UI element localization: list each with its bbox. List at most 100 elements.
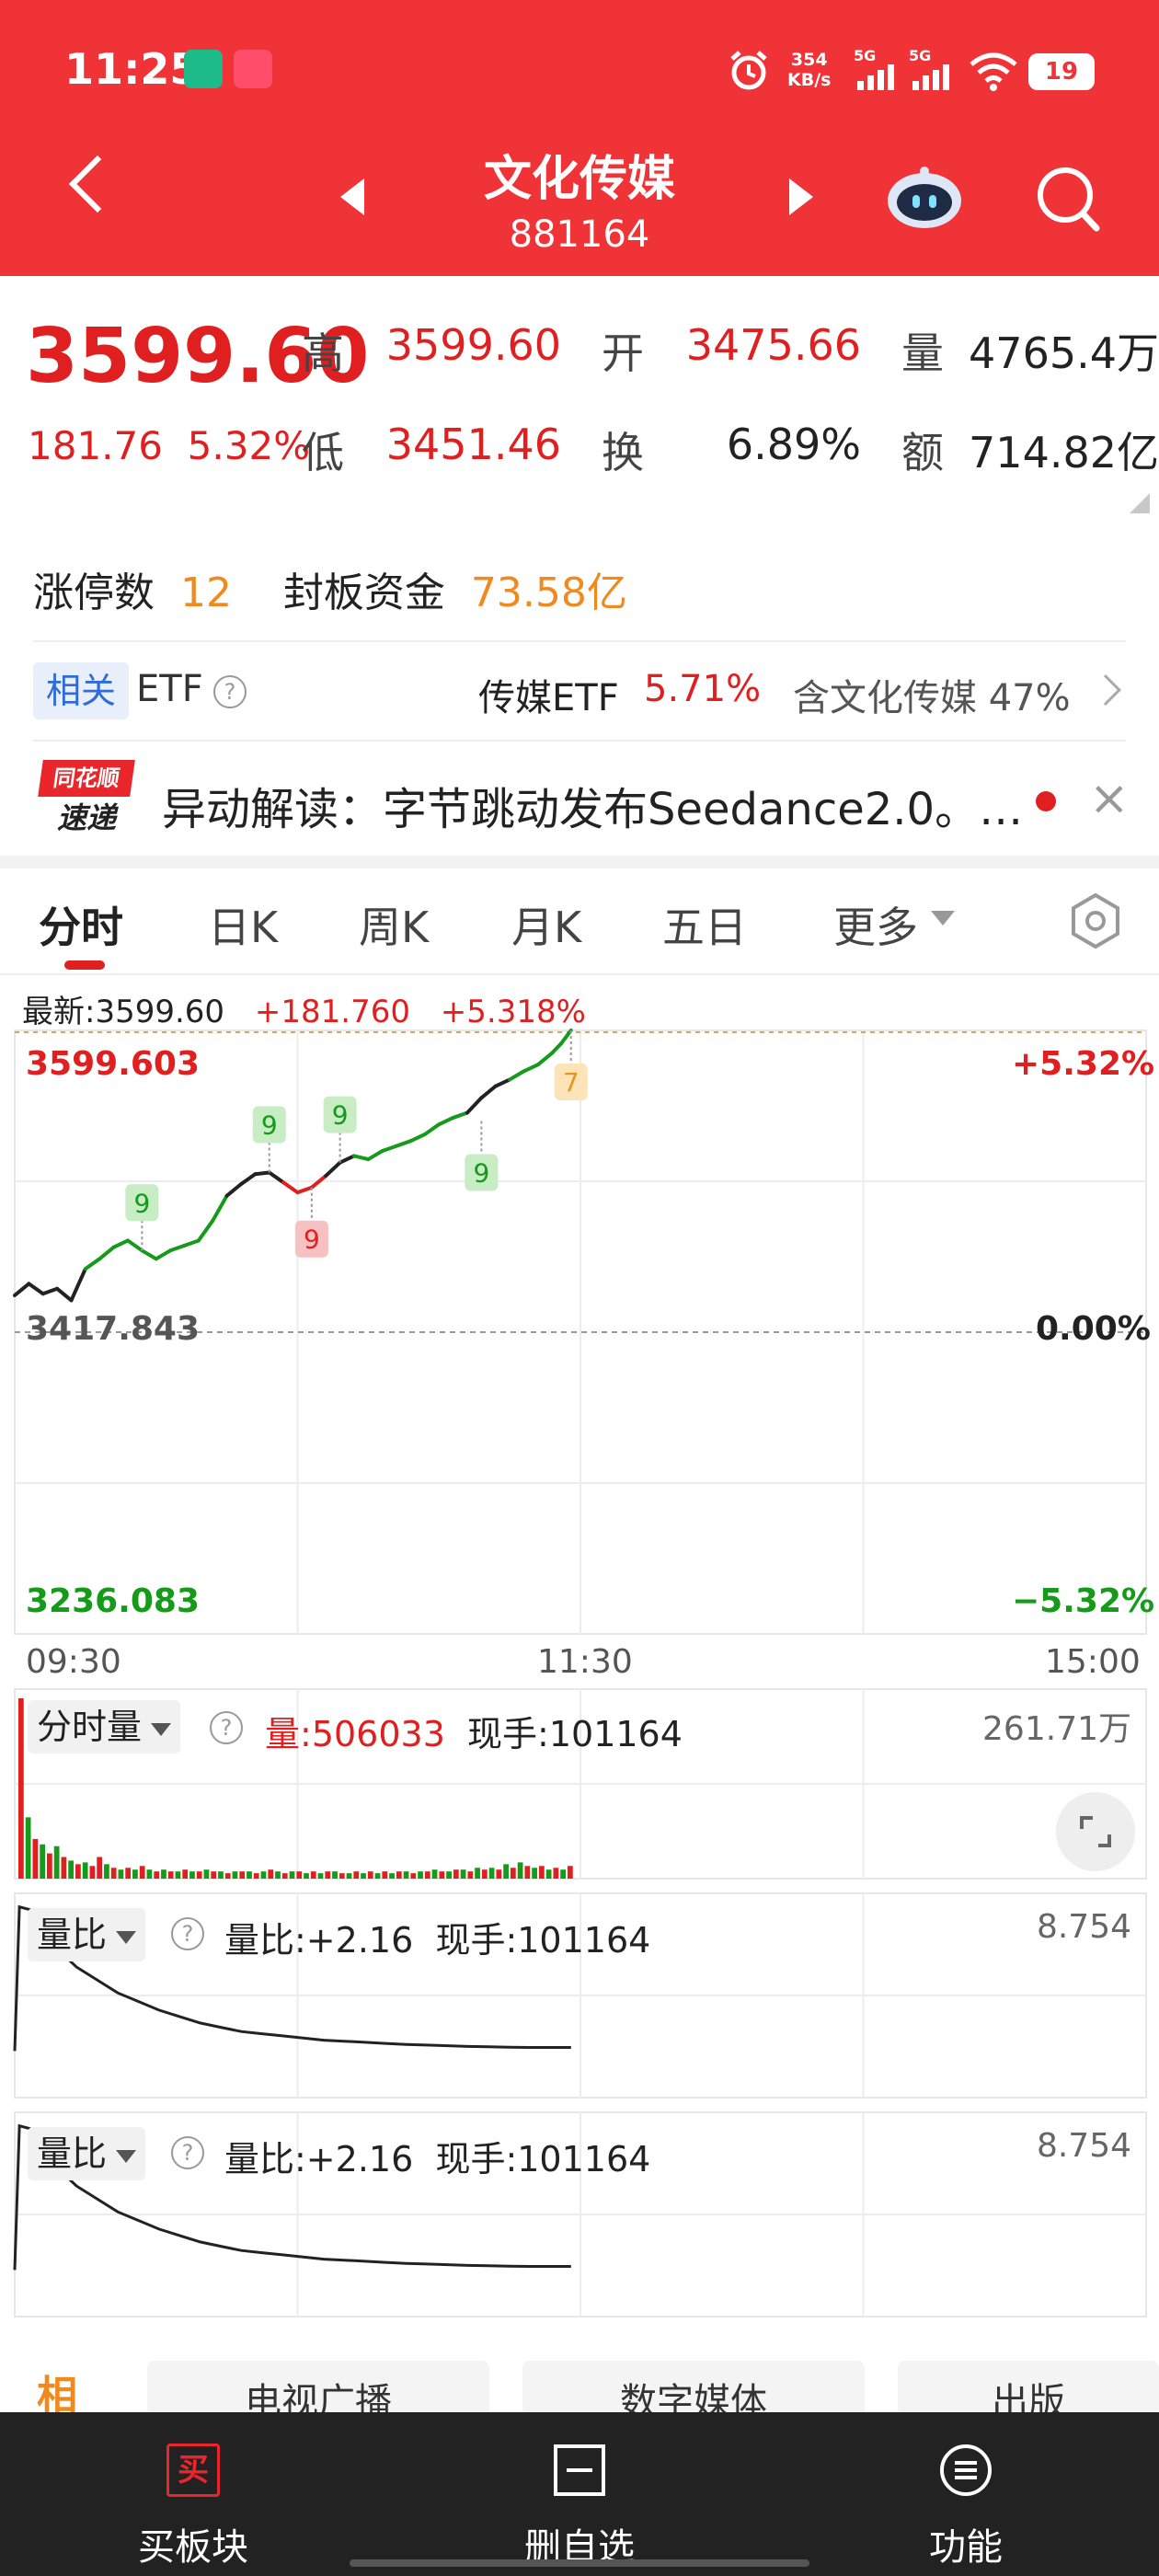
sector-code: 881164 xyxy=(509,213,650,256)
chevron-right-icon[interactable] xyxy=(1090,674,1121,706)
next-sector-icon[interactable] xyxy=(789,178,813,215)
related-sector-card[interactable]: 数字媒体 xyxy=(522,2361,865,2416)
volume-help-icon[interactable]: ? xyxy=(210,1711,243,1744)
volume-bar xyxy=(467,1871,474,1879)
ratio-help-icon[interactable]: ? xyxy=(171,1917,204,1950)
price-line-segment xyxy=(338,1154,356,1165)
price-line-segment xyxy=(380,1144,399,1154)
volume-bar xyxy=(325,1871,331,1879)
svg-text:5G: 5G xyxy=(854,48,876,64)
latest-change: +181.760 xyxy=(254,994,410,1030)
volume-bar xyxy=(532,1868,537,1879)
expand-quote-corner-icon[interactable] xyxy=(1130,493,1150,513)
tab-weekly-k[interactable]: 周K xyxy=(359,903,430,952)
price-line-segment xyxy=(493,1077,512,1088)
ratio-indicator-select-2[interactable]: 量比 xyxy=(28,2127,146,2180)
news-headline[interactable]: 异动解读：字节跳动发布Seedance2.0。… xyxy=(162,784,1024,835)
remove-watchlist-button[interactable]: 删自选 xyxy=(386,2412,773,2576)
x-tick-midday: 11:30 xyxy=(537,1643,633,1681)
volume-bar xyxy=(403,1871,409,1879)
amount-label: 额 xyxy=(901,428,944,477)
tab-daily-k[interactable]: 日K xyxy=(208,903,279,952)
tab-five-day[interactable]: 五日 xyxy=(662,903,747,952)
price-line-segment xyxy=(126,1238,144,1253)
volume-label: 量 xyxy=(901,328,944,378)
volume-bar xyxy=(196,1871,202,1879)
ratio-max-label-2: 8.754 xyxy=(1036,2127,1131,2165)
volume-bar xyxy=(182,1869,189,1879)
volume-bar xyxy=(224,1873,231,1879)
turnover-value: 6.89% xyxy=(726,420,861,469)
high-label: 高 xyxy=(302,328,344,378)
volume-bar xyxy=(310,1871,316,1879)
ratio-info: 量比:+2.16 现手:101164 xyxy=(224,1920,651,1961)
etf-help-icon[interactable]: ? xyxy=(213,675,247,708)
volume-bar xyxy=(82,1862,88,1879)
volume-bar xyxy=(253,1873,259,1879)
tab-more[interactable]: 更多 xyxy=(833,903,918,952)
related-sector-card[interactable]: 出版 xyxy=(898,2361,1159,2416)
current-price: 3599.60 xyxy=(26,313,370,400)
battery-indicator: 19 xyxy=(1028,53,1095,90)
status-time: 11:25 xyxy=(64,44,200,94)
price-line-segment xyxy=(535,1051,555,1067)
remove-watchlist-icon xyxy=(554,2444,605,2496)
chart-settings-icon[interactable] xyxy=(1067,892,1124,949)
related-tag: 相关 xyxy=(33,662,129,719)
signal-5g-icon: 5G xyxy=(854,48,894,90)
volume-bar xyxy=(367,1871,373,1879)
volume-bar xyxy=(304,1873,309,1879)
signal-badge-label: 9 xyxy=(473,1158,489,1189)
search-icon[interactable] xyxy=(1036,166,1100,234)
x-tick-open: 09:30 xyxy=(26,1643,121,1681)
price-line-segment xyxy=(281,1180,300,1195)
volume-bar xyxy=(346,1873,352,1879)
price-line-segment xyxy=(395,1139,413,1148)
turnover-label: 换 xyxy=(602,428,644,477)
ratio-help-icon-2[interactable]: ? xyxy=(171,2136,204,2169)
notification-app-icon xyxy=(234,50,272,88)
home-indicator xyxy=(350,2559,809,2567)
buy-sector-button[interactable]: 买 买板块 xyxy=(0,2412,386,2576)
prev-sector-icon[interactable] xyxy=(340,178,364,215)
volume-bar xyxy=(289,1871,295,1879)
price-line-segment xyxy=(451,1110,469,1120)
ratio-indicator-select[interactable]: 量比 xyxy=(28,1908,146,1961)
price-mid-label: 3417.843 xyxy=(26,1310,201,1348)
functions-menu-icon xyxy=(940,2444,992,2496)
tab-monthly-k[interactable]: 月K xyxy=(511,903,582,952)
volume-bar xyxy=(453,1869,459,1879)
price-line-segment xyxy=(324,1160,342,1179)
divider xyxy=(33,740,1126,742)
intraday-chart[interactable]: 9 9 9 9 9 7 xyxy=(0,1021,1159,2328)
chevron-down-icon[interactable] xyxy=(931,911,955,926)
volume-bar xyxy=(353,1871,360,1879)
price-line-segment xyxy=(267,1170,286,1185)
volume-bar xyxy=(538,1866,545,1879)
ratio-max-label: 8.754 xyxy=(1036,1908,1131,1946)
close-icon[interactable]: × xyxy=(1089,771,1130,826)
price-line-segment xyxy=(408,1132,427,1144)
back-icon[interactable] xyxy=(68,155,127,213)
related-sectors-caption: 相 xyxy=(37,2373,77,2420)
price-line-segment xyxy=(352,1154,371,1162)
volume-bar xyxy=(424,1871,430,1879)
etf-name[interactable]: 传媒ETF xyxy=(478,677,619,719)
volume-bar xyxy=(281,1873,288,1879)
volume-bar xyxy=(389,1873,395,1879)
robot-assistant-icon[interactable] xyxy=(887,166,962,230)
volume-bar xyxy=(110,1868,117,1879)
functions-button[interactable]: 功能 xyxy=(773,2412,1159,2576)
high-value: 3599.60 xyxy=(385,320,561,370)
related-sector-card[interactable]: 电视广播 xyxy=(147,2361,489,2416)
volume-indicator-select[interactable]: 分时量 xyxy=(28,1700,181,1754)
volume-ratio-line xyxy=(13,1904,571,2052)
price-line-segment xyxy=(422,1122,442,1136)
tab-intraday[interactable]: 分时 xyxy=(39,903,123,952)
etf-label: ETF xyxy=(136,668,203,710)
volume-bar xyxy=(139,1866,145,1879)
fullscreen-expand-icon[interactable] xyxy=(1056,1792,1135,1871)
volume-bar xyxy=(247,1871,252,1879)
wifi-icon xyxy=(970,52,1017,91)
signal-badge xyxy=(125,1184,159,1222)
